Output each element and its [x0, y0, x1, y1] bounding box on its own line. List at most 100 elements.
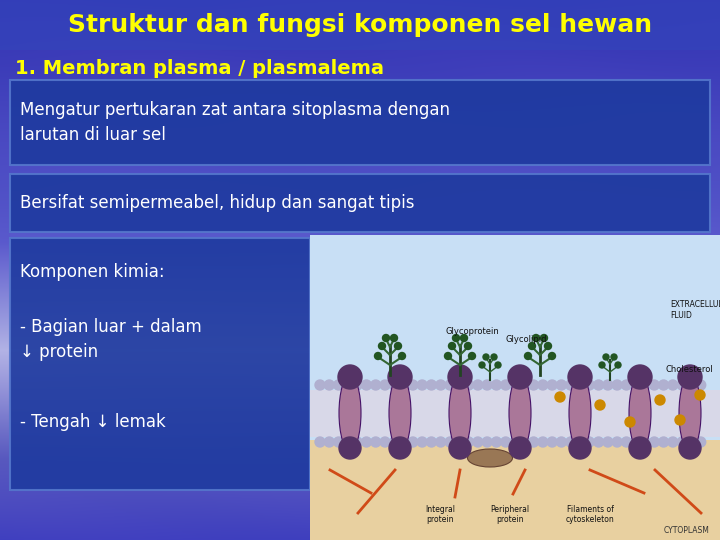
- Ellipse shape: [679, 375, 701, 450]
- Circle shape: [679, 437, 701, 459]
- Circle shape: [696, 437, 706, 447]
- Text: 1. Membran plasma / plasmalema: 1. Membran plasma / plasmalema: [15, 58, 384, 78]
- Circle shape: [621, 437, 631, 447]
- Circle shape: [519, 437, 529, 447]
- Circle shape: [593, 380, 603, 390]
- Circle shape: [324, 380, 334, 390]
- Circle shape: [382, 334, 390, 341]
- Circle shape: [628, 365, 652, 389]
- Circle shape: [390, 437, 400, 447]
- Circle shape: [445, 437, 455, 447]
- Circle shape: [338, 365, 362, 389]
- Circle shape: [524, 353, 531, 360]
- Circle shape: [436, 437, 446, 447]
- Circle shape: [379, 342, 385, 349]
- Circle shape: [640, 437, 650, 447]
- Text: Glycoprotein: Glycoprotein: [445, 327, 499, 336]
- Circle shape: [426, 380, 436, 390]
- Circle shape: [675, 415, 685, 425]
- Circle shape: [585, 437, 594, 447]
- Circle shape: [528, 380, 539, 390]
- Ellipse shape: [629, 375, 651, 450]
- Circle shape: [686, 380, 696, 390]
- Circle shape: [615, 362, 621, 368]
- Circle shape: [528, 342, 536, 349]
- Circle shape: [585, 380, 594, 390]
- Circle shape: [408, 380, 418, 390]
- Text: Komponen kimia:: Komponen kimia:: [20, 263, 165, 281]
- Bar: [10, 174, 710, 232]
- Circle shape: [649, 380, 660, 390]
- Circle shape: [677, 437, 687, 447]
- Circle shape: [417, 437, 427, 447]
- Circle shape: [510, 437, 520, 447]
- Circle shape: [566, 380, 576, 390]
- Circle shape: [473, 437, 483, 447]
- Circle shape: [538, 437, 548, 447]
- Circle shape: [599, 362, 605, 368]
- Circle shape: [449, 437, 471, 459]
- Circle shape: [603, 437, 613, 447]
- Text: Filaments of
cytoskeleton: Filaments of cytoskeleton: [566, 504, 614, 524]
- Text: - Tengah ↓ lemak: - Tengah ↓ lemak: [20, 413, 166, 431]
- Ellipse shape: [339, 375, 361, 450]
- Circle shape: [629, 437, 651, 459]
- Circle shape: [695, 390, 705, 400]
- Text: EXTRACELLULAR
FLUID: EXTRACELLULAR FLUID: [670, 300, 720, 320]
- Circle shape: [448, 365, 472, 389]
- Circle shape: [603, 354, 609, 360]
- Circle shape: [668, 437, 678, 447]
- Circle shape: [343, 437, 353, 447]
- Circle shape: [352, 437, 362, 447]
- Circle shape: [399, 437, 408, 447]
- Circle shape: [625, 417, 635, 427]
- Circle shape: [361, 437, 372, 447]
- Circle shape: [509, 437, 531, 459]
- Circle shape: [631, 380, 641, 390]
- Circle shape: [454, 380, 464, 390]
- Circle shape: [436, 380, 446, 390]
- Bar: [10, 238, 310, 490]
- Circle shape: [482, 437, 492, 447]
- Circle shape: [547, 437, 557, 447]
- Ellipse shape: [509, 375, 531, 450]
- Circle shape: [380, 437, 390, 447]
- Circle shape: [510, 380, 520, 390]
- Circle shape: [528, 437, 539, 447]
- Circle shape: [569, 437, 591, 459]
- Circle shape: [668, 380, 678, 390]
- Text: Cholesterol: Cholesterol: [665, 366, 713, 375]
- Circle shape: [557, 437, 567, 447]
- Circle shape: [492, 380, 501, 390]
- Circle shape: [464, 342, 472, 349]
- Circle shape: [426, 437, 436, 447]
- Circle shape: [371, 437, 381, 447]
- Circle shape: [611, 354, 617, 360]
- Text: Glycolipid: Glycolipid: [505, 335, 546, 345]
- Circle shape: [324, 437, 334, 447]
- Circle shape: [361, 380, 372, 390]
- Circle shape: [659, 437, 669, 447]
- Circle shape: [388, 365, 412, 389]
- Circle shape: [315, 380, 325, 390]
- Circle shape: [473, 380, 483, 390]
- Circle shape: [547, 380, 557, 390]
- Text: Bersifat semipermeabel, hidup dan sangat tipis: Bersifat semipermeabel, hidup dan sangat…: [20, 194, 415, 212]
- Circle shape: [612, 437, 622, 447]
- Circle shape: [333, 437, 343, 447]
- Circle shape: [417, 380, 427, 390]
- Circle shape: [603, 380, 613, 390]
- Circle shape: [483, 354, 489, 360]
- Circle shape: [612, 380, 622, 390]
- Circle shape: [491, 354, 497, 360]
- Circle shape: [389, 437, 411, 459]
- Circle shape: [390, 334, 397, 341]
- Circle shape: [390, 380, 400, 390]
- Circle shape: [380, 380, 390, 390]
- Bar: [310, 390, 720, 437]
- Circle shape: [555, 392, 565, 402]
- Ellipse shape: [449, 375, 471, 450]
- Circle shape: [677, 380, 687, 390]
- Circle shape: [686, 437, 696, 447]
- Circle shape: [696, 380, 706, 390]
